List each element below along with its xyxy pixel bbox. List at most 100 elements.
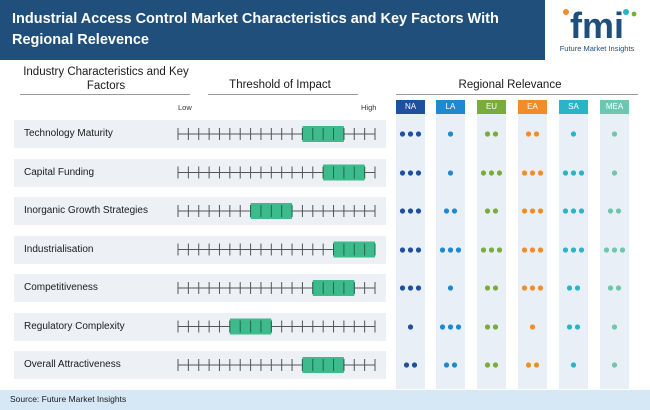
- relevance-dot: [537, 208, 544, 214]
- relevance-dot: [537, 246, 544, 253]
- relevance-dot: [484, 323, 491, 330]
- relevance-dot: [537, 285, 544, 291]
- relevance-dot: [611, 362, 618, 368]
- relevance-dot: [615, 208, 622, 214]
- relevance-dot: [399, 246, 406, 253]
- factor-label: Overall Attractiveness: [24, 359, 121, 370]
- relevance-dot: [415, 285, 422, 291]
- relevance-dot: [615, 285, 622, 291]
- relevance-dots-ea: [525, 131, 540, 137]
- relevance-dots-na: [407, 323, 414, 330]
- relevance-dot: [607, 285, 614, 291]
- relevance-dot: [399, 285, 406, 291]
- factors-heading-underline: [20, 94, 190, 95]
- relevance-dots-eu: [480, 246, 503, 253]
- relevance-dot: [492, 208, 499, 214]
- factor-label: Competitiveness: [24, 282, 98, 293]
- relevance-dot: [407, 285, 414, 291]
- relevance-dots-ea: [521, 208, 544, 214]
- relevance-dot: [562, 208, 569, 214]
- relevance-dots-sa: [570, 131, 577, 137]
- factor-label: Inorganic Growth Strategies: [24, 205, 148, 216]
- relevance-dot: [611, 131, 618, 137]
- relevance-dots-sa: [562, 246, 585, 253]
- relevance-dot: [488, 169, 495, 176]
- relevance-dots-na: [399, 246, 422, 253]
- relevance-dot: [578, 208, 585, 214]
- relevance-dot: [570, 208, 577, 214]
- relevance-dot: [447, 169, 454, 176]
- relevance-dot: [521, 285, 528, 291]
- svg-text:fmi: fmi: [570, 6, 624, 46]
- relevance-dot: [415, 246, 422, 253]
- relevance-dots-eu: [484, 208, 499, 214]
- relevance-dot: [399, 208, 406, 214]
- relevance-dot: [578, 246, 585, 253]
- relevance-dot: [407, 208, 414, 214]
- region-badge-mea: MEA: [600, 100, 629, 114]
- relevance-dot: [484, 131, 491, 137]
- relevance-dot: [451, 362, 458, 368]
- title-band: Industrial Access Control Market Charact…: [0, 0, 545, 60]
- relevance-dot: [447, 323, 454, 330]
- relevance-dot: [443, 362, 450, 368]
- relevance-dot: [443, 208, 450, 214]
- header: Industrial Access Control Market Charact…: [0, 0, 650, 60]
- relevance-dot: [570, 246, 577, 253]
- relevance-dot: [570, 169, 577, 176]
- relevance-dots-la: [447, 131, 454, 137]
- relevance-dots-ea: [521, 246, 544, 253]
- relevance-dots-eu: [480, 169, 503, 176]
- relevance-dot: [415, 131, 422, 137]
- relevance-dot: [447, 131, 454, 137]
- relevance-dot: [399, 169, 406, 176]
- relevance-dot: [447, 246, 454, 253]
- relevance-dot: [496, 169, 503, 176]
- high-label: High: [361, 103, 377, 112]
- relevance-dot: [439, 323, 446, 330]
- relevance-dot: [439, 246, 446, 253]
- relevance-dots-eu: [484, 362, 499, 368]
- relevance-dot: [484, 362, 491, 368]
- relevance-dots-na: [403, 362, 418, 368]
- relevance-dot: [492, 131, 499, 137]
- relevance-dot: [525, 362, 532, 368]
- relevance-dots-sa: [562, 169, 585, 176]
- relevance-dots-ea: [525, 362, 540, 368]
- relevance-dot: [603, 246, 610, 253]
- relevance-dot: [611, 169, 618, 176]
- relevance-dots-sa: [566, 323, 581, 330]
- relevance-dot: [521, 208, 528, 214]
- relevance-dot: [562, 169, 569, 176]
- relevance-dot: [492, 285, 499, 291]
- relevance-dot: [415, 208, 422, 214]
- relevance-dot: [492, 323, 499, 330]
- relevance-dots-la: [447, 285, 454, 291]
- relevance-dot: [484, 208, 491, 214]
- relevance-dot: [521, 169, 528, 176]
- relevance-dot: [529, 285, 536, 291]
- relevance-dots-ea: [521, 285, 544, 291]
- low-label: Low: [178, 103, 192, 112]
- factors-heading: Industry Characteristics and Key Factors: [23, 66, 189, 92]
- relevance-dot: [578, 169, 585, 176]
- relevance-dot: [455, 246, 462, 253]
- region-badge-na: NA: [396, 100, 425, 114]
- relevance-dot: [407, 246, 414, 253]
- regional-heading: Regional Relevance: [458, 79, 562, 91]
- footer: Source: Future Market Insights: [0, 390, 650, 410]
- region-badge-ea: EA: [518, 100, 547, 114]
- relevance-dot: [521, 246, 528, 253]
- relevance-dots-eu: [484, 323, 499, 330]
- relevance-dot: [529, 208, 536, 214]
- relevance-dot: [570, 362, 577, 368]
- factor-label: Capital Funding: [24, 166, 95, 178]
- relevance-dots-na: [399, 169, 422, 176]
- impact-heading-underline: [208, 94, 358, 95]
- relevance-dot: [533, 131, 540, 137]
- fmi-logo-mark: fmi: [563, 5, 637, 46]
- impact-heading: Threshold of Impact: [229, 79, 331, 91]
- relevance-dot: [480, 246, 487, 253]
- relevance-dots-la: [443, 208, 458, 214]
- relevance-dot: [529, 323, 536, 330]
